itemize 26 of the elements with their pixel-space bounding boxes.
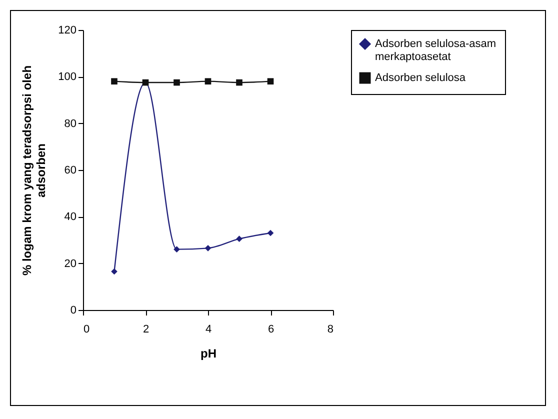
point	[111, 78, 118, 84]
y-tick-label: 60	[64, 164, 76, 176]
x-tick-label: 0	[84, 324, 90, 336]
y-tick-label: 100	[58, 71, 76, 84]
x-tick-label: 4	[205, 324, 212, 336]
y-axis-title: % logam krom yang teradsorpsi oleh adsorben	[20, 65, 48, 276]
legend-label: Adsorben selulosa	[375, 72, 466, 84]
point	[204, 245, 212, 252]
y-tick-label: 20	[64, 258, 76, 270]
point	[174, 246, 180, 252]
legend-label: Adsorben selulosa-asam merkaptoasetat	[375, 38, 496, 63]
y-tick-label: 0	[70, 304, 76, 316]
point	[267, 230, 274, 236]
point	[267, 78, 274, 84]
y-tick-label: 120	[58, 24, 76, 36]
x-axis-title: pH	[200, 346, 216, 360]
y-tick-label: 40	[64, 211, 76, 224]
point	[204, 78, 212, 84]
point	[174, 79, 180, 86]
x-tick-label: 2	[142, 324, 150, 336]
point	[236, 79, 242, 86]
point	[236, 236, 242, 242]
x-tick-label: 6	[268, 324, 274, 336]
y-tick-label: 80	[64, 118, 76, 130]
point	[111, 268, 118, 275]
x-tick-label: 8	[327, 324, 334, 336]
